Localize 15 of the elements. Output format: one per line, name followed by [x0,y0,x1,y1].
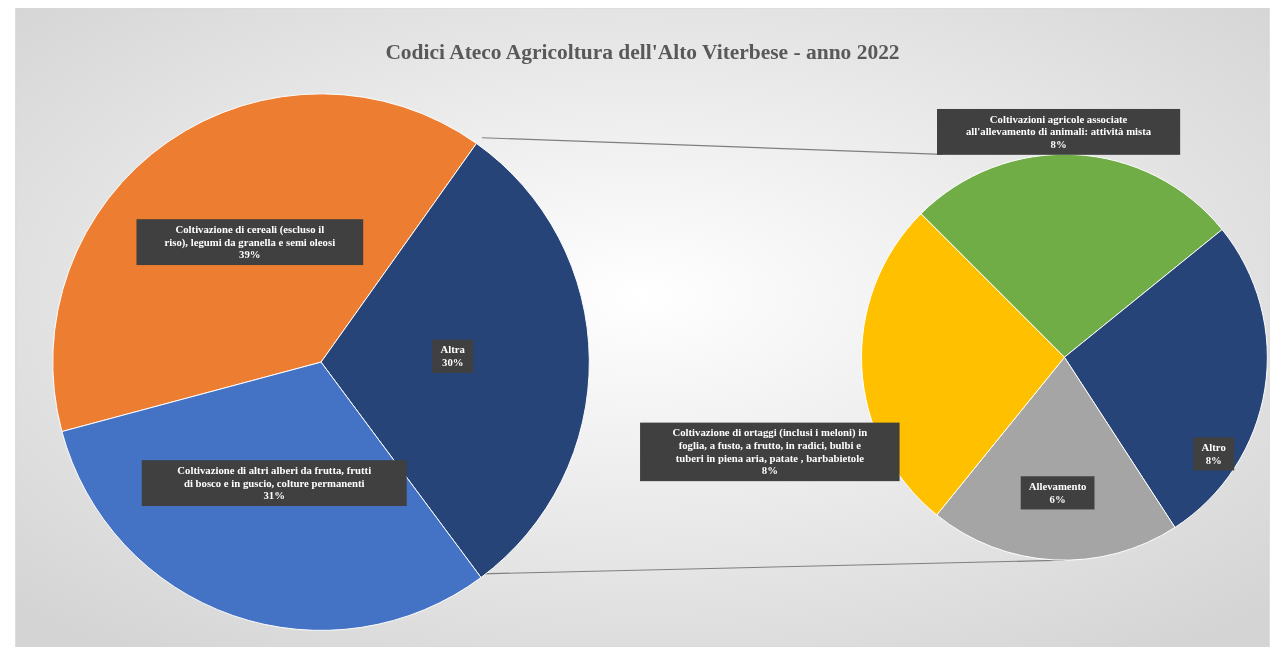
slice-label: Coltivazione di cereali (escluso il riso), legumi da granella e semi oleosi [164,222,336,249]
data-label: 30% [442,356,464,369]
data-label: 8% [761,464,778,477]
slice-label: Altra [440,343,466,356]
data-label: 8% [1205,453,1222,466]
data-label: 6% [1049,492,1066,505]
slice-label: Altro [1201,440,1226,453]
slice-label: Coltivazione di altri alberi da frutta, frutti di bosco e in guscio, colture permanenti [177,463,372,489]
slice-label: Coltivazioni agricole associate all'allevamento di animali: attività mista [965,112,1152,138]
slice-label: Coltivazione di ortaggi (inclusi i meloni) in foglia, a fusto, a frutto, in radici, bulbi e tuberi in piena aria, patate , barbabietole [672,426,868,464]
data-label: 39% [239,248,261,261]
data-label: 8% [1050,137,1067,150]
data-label: 31% [263,489,285,502]
text: Codici Ateco Agricoltura dell'Alto Viterbese - anno 2022 [385,39,900,64]
slice-label: Allevamento [1028,479,1087,492]
